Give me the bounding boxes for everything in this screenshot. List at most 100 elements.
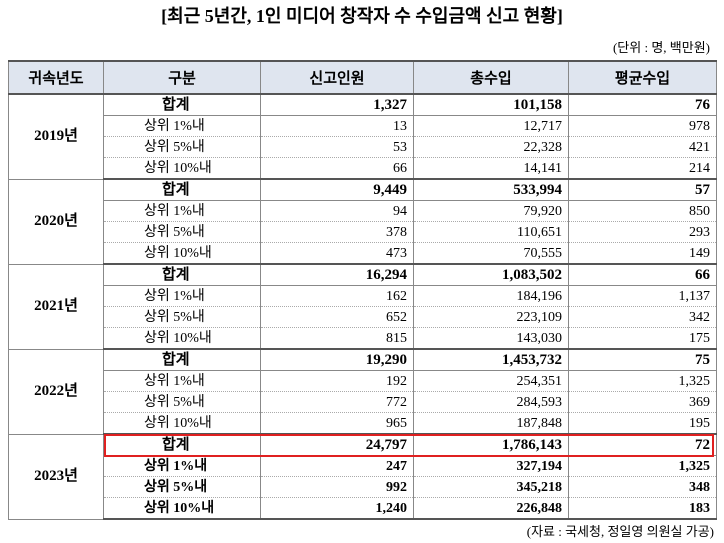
category-cell: 상위 10%내 (103, 497, 261, 520)
column-header: 평균수입 (568, 60, 717, 95)
category-cell: 상위 10%내 (103, 242, 261, 265)
category-cell: 합계 (103, 264, 261, 286)
number-cell: 22,328 (413, 136, 569, 158)
year-cell: 2020년 (8, 179, 104, 265)
number-cell: 183 (568, 497, 717, 520)
column-header: 구분 (103, 60, 261, 95)
number-cell: 12,717 (413, 115, 569, 137)
number-cell: 348 (568, 476, 717, 498)
number-cell: 978 (568, 115, 717, 137)
number-cell: 1,325 (568, 370, 717, 392)
category-cell: 상위 10%내 (103, 327, 261, 350)
number-cell: 1,453,732 (413, 349, 569, 371)
category-cell: 합계 (103, 179, 261, 201)
number-cell: 76 (568, 94, 717, 116)
year-cell: 2023년 (8, 434, 104, 520)
number-cell: 53 (260, 136, 414, 158)
number-cell: 345,218 (413, 476, 569, 498)
number-cell: 965 (260, 412, 414, 435)
number-cell: 421 (568, 136, 717, 158)
table-row: 상위 10%내 473 70,555 149 (9, 242, 717, 265)
number-cell: 13 (260, 115, 414, 137)
title: [최근 5년간, 1인 미디어 창작자 수 수입금액 신고 현황] (161, 6, 563, 26)
table-row: 상위 1%내 94 79,920 850 (9, 200, 717, 222)
table-row: 상위 10%내 66 14,141 214 (9, 157, 717, 180)
number-cell: 70,555 (413, 242, 569, 265)
number-cell: 14,141 (413, 157, 569, 180)
data-table: 귀속년도 구분 신고인원 총수입 평균수입 2019년 합계 1,327 101,158 76 상… (8, 60, 717, 520)
number-cell: 226,848 (413, 497, 569, 520)
category-cell: 합계 (103, 94, 261, 116)
total-row: 2021년 합계 16,294 1,083,502 66 (8, 264, 717, 350)
category-cell: 상위 10%내 (103, 157, 261, 180)
number-cell: 66 (568, 264, 717, 286)
number-cell: 652 (260, 306, 414, 328)
number-cell: 75 (568, 349, 717, 371)
number-cell: 473 (260, 242, 414, 265)
number-cell: 369 (568, 391, 717, 413)
total-row: 2022년 합계 19,290 1,453,732 75 (8, 349, 717, 435)
table-row: 상위 1%내 162 184,196 1,137 (9, 285, 717, 307)
category-cell: 상위 5%내 (103, 306, 261, 328)
column-header: 신고인원 (260, 60, 414, 95)
table-row: 상위 10%내 965 187,848 195 (9, 412, 717, 435)
category-cell: 상위 1%내 (103, 455, 261, 477)
number-cell: 57 (568, 179, 717, 201)
number-cell: 378 (260, 221, 414, 243)
year-cell: 2021년 (8, 264, 104, 350)
source-note: (자료 : 국세청, 정일영 의원실 가공) (526, 524, 714, 539)
category-cell: 상위 5%내 (103, 221, 261, 243)
number-cell: 1,083,502 (413, 264, 569, 286)
number-cell: 1,240 (260, 497, 414, 520)
year-cell: 2022년 (8, 349, 104, 435)
number-cell: 16,294 (260, 264, 414, 286)
header-row: 귀속년도 구분 신고인원 총수입 평균수입 (8, 60, 717, 95)
table-row: 상위 10%내 815 143,030 175 (9, 327, 717, 350)
table-row: 상위 5%내 772 284,593 369 (9, 391, 717, 413)
highlight-box (103, 434, 714, 457)
total-row: 2020년 합계 9,449 533,994 57 (8, 179, 717, 265)
column-header: 귀속년도 (8, 60, 104, 95)
number-cell: 101,158 (413, 94, 569, 116)
category-cell: 합계 (103, 349, 261, 371)
number-cell: 254,351 (413, 370, 569, 392)
number-cell: 184,196 (413, 285, 569, 307)
table-row: 상위 5%내 53 22,328 421 (9, 136, 717, 158)
number-cell: 66 (260, 157, 414, 180)
category-cell: 상위 5%내 (103, 476, 261, 498)
category-cell: 상위 5%내 (103, 136, 261, 158)
category-cell: 상위 1%내 (103, 200, 261, 222)
number-cell: 162 (260, 285, 414, 307)
number-cell: 79,920 (413, 200, 569, 222)
category-cell: 상위 10%내 (103, 412, 261, 435)
unit-note: (단위 : 명, 백만원) (612, 40, 710, 55)
number-cell: 187,848 (413, 412, 569, 435)
number-cell: 19,290 (260, 349, 414, 371)
number-cell: 850 (568, 200, 717, 222)
number-cell: 1,327 (260, 94, 414, 116)
table-row: 상위 5%내 378 110,651 293 (9, 221, 717, 243)
table-row: 상위 1%내 192 254,351 1,325 (9, 370, 717, 392)
number-cell: 1,137 (568, 285, 717, 307)
category-cell: 상위 1%내 (103, 370, 261, 392)
number-cell: 94 (260, 200, 414, 222)
category-cell: 상위 1%내 (103, 285, 261, 307)
year-cell: 2019년 (8, 94, 104, 180)
number-cell: 992 (260, 476, 414, 498)
number-cell: 533,994 (413, 179, 569, 201)
total-row: 2023년 합계 24,797 1,786,143 72 (8, 434, 717, 520)
category-cell: 상위 5%내 (103, 391, 261, 413)
number-cell: 175 (568, 327, 717, 350)
number-cell: 772 (260, 391, 414, 413)
number-cell: 247 (260, 455, 414, 477)
number-cell: 214 (568, 157, 717, 180)
number-cell: 143,030 (413, 327, 569, 350)
number-cell: 1,325 (568, 455, 717, 477)
number-cell: 110,651 (413, 221, 569, 243)
number-cell: 149 (568, 242, 717, 265)
column-header: 총수입 (413, 60, 569, 95)
number-cell: 223,109 (413, 306, 569, 328)
total-row: 2019년 합계 1,327 101,158 76 (8, 94, 717, 180)
table-row: 상위 5%내 992 345,218 348 (9, 476, 717, 498)
